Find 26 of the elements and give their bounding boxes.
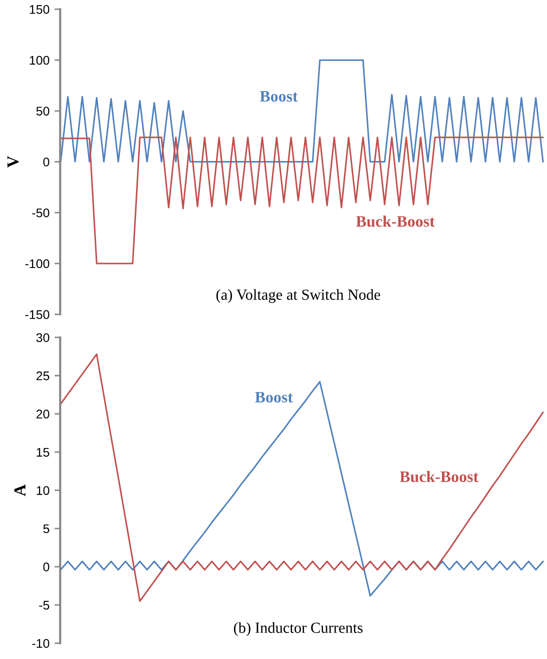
y-tick-label: -10: [32, 638, 50, 648]
text: (b) Inductor Currents: [234, 622, 363, 636]
y-tick-label: 15: [36, 448, 50, 457]
text: (a) Voltage at Switch Node: [216, 289, 380, 303]
y-tick-label: -150: [25, 310, 50, 319]
y-tick-label: -50: [32, 208, 50, 218]
y-tick-label: 0: [43, 562, 50, 572]
y-tick-label: -5: [39, 600, 50, 610]
y-tick-label: 150: [30, 5, 50, 14]
y-axis-title: V: [7, 156, 19, 168]
y-tick-label: -100: [25, 259, 50, 268]
y-tick-label: 20: [36, 410, 50, 419]
line-series: [60, 136, 544, 264]
series-label: Buck-Boost: [400, 470, 478, 482]
y-tick-label: 5: [43, 524, 50, 534]
y-tick-label: 50: [36, 106, 50, 116]
line-series: [60, 59, 544, 163]
y-tick-label: 100: [30, 56, 50, 65]
y-tick-label: 0: [43, 158, 50, 166]
series-label: Boost: [255, 392, 293, 403]
y-tick-label: 30: [36, 333, 50, 342]
y-axis-title: A: [14, 484, 26, 496]
series-label: Boost: [260, 91, 298, 102]
series-label: Buck-Boost: [356, 216, 435, 227]
y-tick-label: 10: [36, 486, 50, 495]
y-tick-label: 25: [36, 371, 50, 380]
